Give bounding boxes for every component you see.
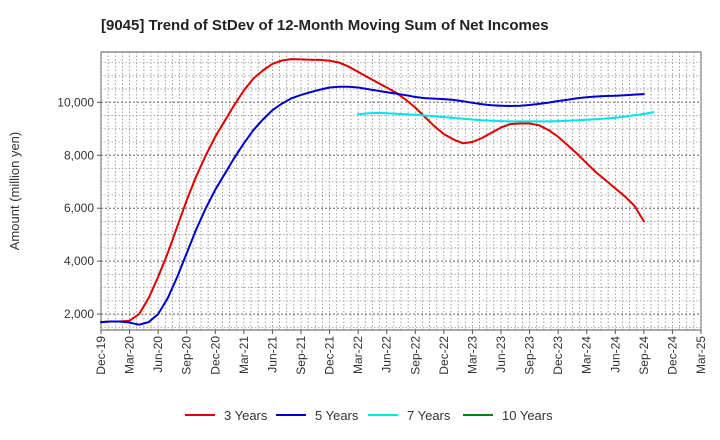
x-tick-label: Mar-20 <box>123 336 137 374</box>
series-line-5-years <box>100 85 645 326</box>
x-tick-label: Mar-21 <box>237 336 251 374</box>
series-line-3-years <box>100 58 645 324</box>
y-tick-label: 2,000 <box>64 307 94 321</box>
legend-label: 3 Years <box>224 408 268 423</box>
x-tick-label: Dec-24 <box>665 336 679 375</box>
x-tick-label: Dec-21 <box>323 336 337 375</box>
legend: 3 Years 5 Years 7 Years 10 Years <box>185 408 553 423</box>
series-lines <box>100 58 655 326</box>
series-line-7-years <box>357 111 655 123</box>
legend-label: 7 Years <box>407 408 451 423</box>
x-tick-label: Mar-22 <box>351 336 365 374</box>
x-axis-ticks: Dec-19 Mar-20 Jun-20 Sep-20 Dec-20 Mar-21 Jun-… <box>94 330 708 375</box>
x-tick-label: Dec-19 <box>94 336 108 375</box>
x-tick-label: Jun-23 <box>494 336 508 373</box>
x-tick-label: Sep-24 <box>637 336 651 375</box>
y-tick-label: 8,000 <box>64 148 94 162</box>
y-tick-label: 10,000 <box>57 95 94 109</box>
x-tick-label: Mar-23 <box>465 336 479 374</box>
x-tick-label: Sep-22 <box>408 336 422 375</box>
x-tick-label: Jun-21 <box>265 336 279 373</box>
legend-label: 10 Years <box>502 408 553 423</box>
y-tick-label: 4,000 <box>64 254 94 268</box>
x-tick-label: Dec-22 <box>437 336 451 375</box>
x-tick-label: Dec-23 <box>551 336 565 375</box>
y-axis-label: Amount (million yen) <box>7 132 22 251</box>
y-axis-ticks: 2,000 4,000 6,000 8,000 10,000 <box>57 95 101 321</box>
x-tick-label: Sep-21 <box>294 336 308 375</box>
x-tick-label: Mar-24 <box>580 336 594 374</box>
y-tick-label: 6,000 <box>64 201 94 215</box>
x-tick-label: Mar-25 <box>694 336 708 374</box>
chart-title: [9045] Trend of StDev of 12-Month Moving… <box>101 17 549 34</box>
legend-label: 5 Years <box>315 408 359 423</box>
x-tick-label: Jun-20 <box>151 336 165 373</box>
x-tick-label: Sep-23 <box>523 336 537 375</box>
x-tick-label: Jun-24 <box>608 336 622 373</box>
gridlines <box>100 52 702 330</box>
x-tick-label: Sep-20 <box>180 336 194 375</box>
x-tick-label: Jun-22 <box>380 336 394 373</box>
x-tick-label: Dec-20 <box>208 336 222 375</box>
